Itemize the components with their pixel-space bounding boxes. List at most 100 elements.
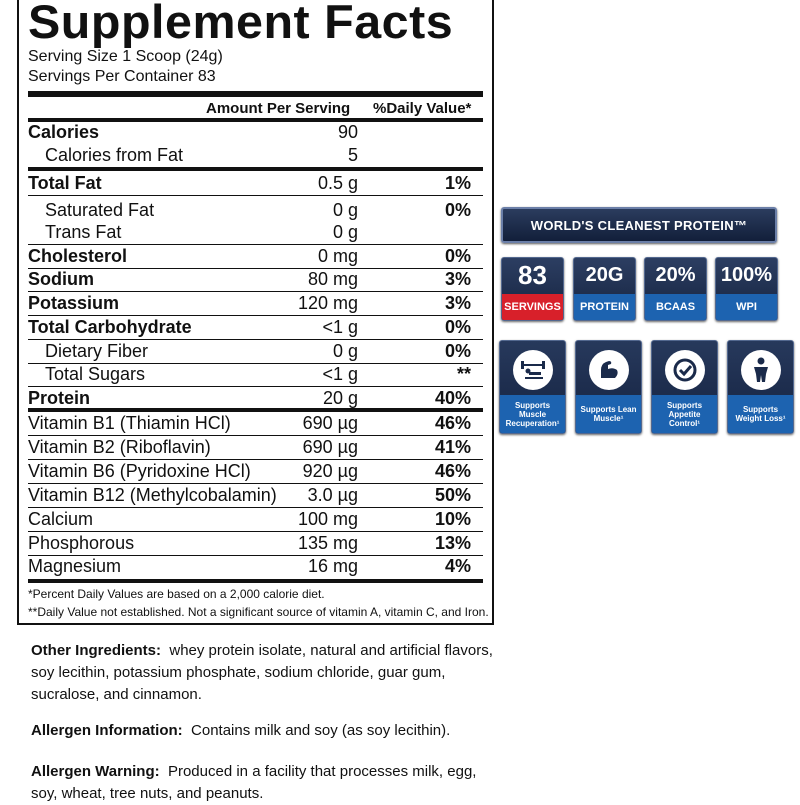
stat-value: 20G: [585, 264, 624, 286]
nutrient-amount: 100 mg: [297, 509, 358, 529]
allergen-information-label: Allergen Information:: [31, 722, 183, 739]
nutrient-daily-value: 40%: [434, 388, 471, 408]
divider-medium: [28, 579, 483, 583]
footnote-daily-values: *Percent Daily Values are based on a 2,0…: [28, 587, 325, 601]
nutrient-row-protein: Protein 20 g 40%: [28, 387, 483, 410]
nutrient-name: Vitamin B1 (Thiamin HCl): [28, 413, 231, 433]
nutrient-row-total-carbohydrate: Total Carbohydrate <1 g 0%: [28, 316, 483, 340]
benefit-caption: Supports Muscle Recuperation¹: [500, 395, 565, 433]
nutrient-row-calories-from-fat: Calories from Fat 5: [28, 144, 483, 168]
nutrient-daily-value: 50%: [434, 485, 471, 505]
allergen-information: Allergen Information: Contains milk and …: [31, 720, 501, 742]
stat-caption: PROTEIN: [574, 294, 635, 320]
benefit-badge-weight-loss: Supports Weight Loss¹: [727, 340, 794, 434]
stat-caption: SERVINGS: [502, 294, 563, 320]
nutrient-amount: 920 µg: [302, 461, 358, 481]
nutrient-row-total-fat: Total Fat 0.5 g 1%: [28, 172, 483, 196]
supplement-facts-panel: Supplement Facts Serving Size 1 Scoop (2…: [17, 0, 494, 625]
facts-title: Supplement Facts: [28, 0, 454, 48]
nutrient-row-vitamin-b6: Vitamin B6 (Pyridoxine HCl) 920 µg 46%: [28, 460, 483, 484]
divider-medium: [28, 167, 483, 171]
nutrient-daily-value: 1%: [444, 173, 471, 193]
nutrient-row-trans-fat: Trans Fat 0 g: [28, 221, 483, 245]
nutrient-daily-value: 0%: [444, 200, 471, 220]
nutrient-amount: 90: [337, 122, 358, 142]
nutrient-daily-value: 10%: [434, 509, 471, 529]
nutrient-name: Calories: [28, 122, 100, 142]
nutrient-name: Trans Fat: [45, 222, 122, 242]
nutrient-name: Vitamin B6 (Pyridoxine HCl): [28, 461, 251, 481]
nutrient-name: Calcium: [28, 509, 94, 529]
nutrient-amount: 690 µg: [302, 437, 358, 457]
benefit-badge-lean-muscle: Supports Lean Muscle¹: [575, 340, 642, 434]
nutrient-name: Protein: [28, 388, 91, 408]
nutrient-daily-value: 41%: [434, 437, 471, 457]
nutrient-name: Total Sugars: [45, 364, 146, 384]
serving-size: Serving Size 1 Scoop (24g): [28, 48, 223, 65]
nutrient-daily-value: 46%: [434, 413, 471, 433]
gauge-check-icon: [665, 350, 705, 390]
nutrient-daily-value: 3%: [444, 269, 471, 289]
nutrient-amount: 120 mg: [297, 293, 358, 313]
divider-thick: [28, 91, 483, 97]
nutrient-amount: <1 g: [322, 317, 358, 337]
benefit-badge-muscle-recuperation: Supports Muscle Recuperation¹: [499, 340, 566, 434]
nutrient-daily-value: 0%: [444, 246, 471, 266]
nutrient-amount: 690 µg: [302, 413, 358, 433]
divider-medium: [28, 118, 483, 122]
stat-value: 83: [518, 260, 547, 290]
cleanest-protein-banner: WORLD'S CLEANEST PROTEIN™: [501, 207, 777, 243]
nutrient-amount: 20 g: [322, 388, 358, 408]
nutrient-amount: 5: [347, 145, 358, 165]
nutrient-name: Total Carbohydrate: [28, 317, 192, 337]
nutrient-daily-value: 4%: [444, 556, 471, 576]
nutrient-amount: 135 mg: [297, 533, 358, 553]
footnote-not-established: **Daily Value not established. Not a sig…: [28, 605, 489, 619]
nutrient-row-calories: Calories 90: [28, 121, 483, 144]
nutrient-name: Dietary Fiber: [45, 341, 149, 361]
stat-caption: BCAAS: [645, 294, 706, 320]
flexed-arm-icon: [589, 350, 629, 390]
nutrient-amount: 0.5 g: [317, 173, 358, 193]
nutrient-row-cholesterol: Cholesterol 0 mg 0%: [28, 245, 483, 269]
other-ingredients-text: whey protein isolate, natural and artifi…: [31, 642, 493, 703]
nutrient-name: Sodium: [28, 269, 94, 289]
nutrient-name: Vitamin B12 (Methylcobalamin): [28, 485, 277, 505]
nutrient-amount: 0 mg: [317, 246, 358, 266]
nutrient-name: Cholesterol: [28, 246, 128, 266]
bench-press-icon: [513, 350, 553, 390]
nutrient-daily-value: 0%: [444, 317, 471, 337]
nutrient-amount: 0 g: [332, 341, 358, 361]
nutrient-name: Magnesium: [28, 556, 122, 576]
nutrient-amount: 16 mg: [307, 556, 358, 576]
allergen-warning-label: Allergen Warning:: [31, 763, 160, 780]
stat-badge-wpi: 100% WPI: [715, 257, 778, 321]
daily-value-header: %Daily Value*: [373, 100, 472, 117]
benefit-caption: Supports Appetite Control¹: [652, 395, 717, 433]
allergen-warning-text: Produced in a facility that processes mi…: [31, 763, 477, 802]
servings-per-container: Servings Per Container 83: [28, 68, 216, 85]
nutrient-row-saturated-fat: Saturated Fat 0 g 0%: [28, 199, 483, 222]
nutrient-daily-value: 13%: [434, 533, 471, 553]
stat-badge-bcaas: 20% BCAAS: [644, 257, 707, 321]
nutrient-name: Saturated Fat: [45, 200, 155, 220]
nutrient-daily-value: **: [456, 364, 471, 384]
nutrient-amount: 80 mg: [307, 269, 358, 289]
nutrient-row-calcium: Calcium 100 mg 10%: [28, 508, 483, 532]
nutrient-amount: <1 g: [322, 364, 358, 384]
nutrient-name: Total Fat: [28, 173, 102, 193]
stat-value: 100%: [720, 264, 773, 286]
nutrient-name: Phosphorous: [28, 533, 135, 553]
allergen-warning: Allergen Warning: Produced in a facility…: [31, 761, 501, 805]
nutrient-row-total-sugars: Total Sugars <1 g **: [28, 363, 483, 387]
nutrient-name: Vitamin B2 (Riboflavin): [28, 437, 211, 457]
nutrient-row-vitamin-b12: Vitamin B12 (Methylcobalamin) 3.0 µg 50%: [28, 484, 483, 508]
other-ingredients: Other Ingredients: whey protein isolate,…: [31, 640, 501, 706]
person-figure-icon: [741, 350, 781, 390]
benefit-badge-appetite-control: Supports Appetite Control¹: [651, 340, 718, 434]
nutrient-daily-value: 3%: [444, 293, 471, 313]
nutrient-row-dietary-fiber: Dietary Fiber 0 g 0%: [28, 340, 483, 364]
divider-medium: [28, 408, 483, 412]
nutrient-row-phosphorous: Phosphorous 135 mg 13%: [28, 532, 483, 556]
nutrient-name: Calories from Fat: [45, 145, 184, 165]
